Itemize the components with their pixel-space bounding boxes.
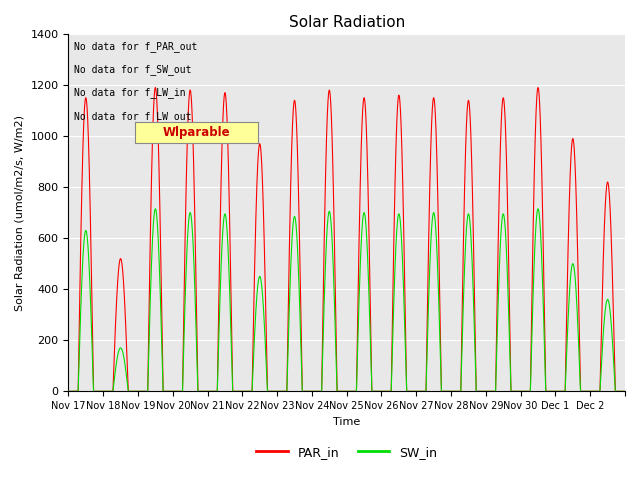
Text: No data for f_PAR_out: No data for f_PAR_out — [74, 41, 197, 52]
Legend: PAR_in, SW_in: PAR_in, SW_in — [252, 441, 442, 464]
Text: No data for f_LW_out: No data for f_LW_out — [74, 111, 191, 122]
X-axis label: Time: Time — [333, 417, 360, 427]
Text: No data for f_SW_out: No data for f_SW_out — [74, 64, 191, 75]
Text: Wlparable: Wlparable — [163, 126, 230, 139]
Y-axis label: Solar Radiation (umol/m2/s, W/m2): Solar Radiation (umol/m2/s, W/m2) — [15, 115, 25, 311]
Title: Solar Radiation: Solar Radiation — [289, 15, 405, 30]
Text: No data for f_LW_in: No data for f_LW_in — [74, 87, 186, 98]
